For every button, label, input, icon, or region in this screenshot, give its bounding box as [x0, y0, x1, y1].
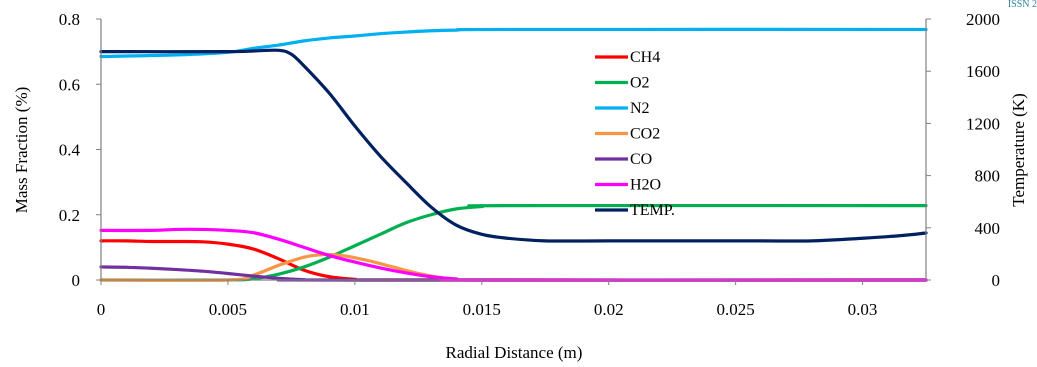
y2-tick-label: 2000: [966, 10, 1000, 29]
x-tick-label: 0.03: [848, 300, 878, 319]
y2-axis-ticks: 0 400 800 1200 1600 2000: [926, 10, 1000, 290]
y2-tick-label: 1200: [966, 114, 1000, 133]
legend-item-co: CO: [595, 151, 652, 168]
legend-item-temp: TEMP.: [595, 202, 675, 219]
x-axis-ticks: 0 0.005 0.01 0.015 0.02 0.025 0.03: [97, 280, 878, 319]
legend-label: CO: [630, 151, 652, 168]
x-tick-label: 0.02: [594, 300, 624, 319]
y2-tick-label: 1600: [966, 62, 1000, 81]
legend-label: N2: [630, 100, 650, 117]
x-tick-label: 0.005: [209, 300, 247, 319]
y2-tick-label: 0: [992, 271, 1001, 290]
y-tick-label: 0.4: [59, 141, 81, 160]
x-tick-label: 0.025: [716, 300, 754, 319]
series-line-o2: [99, 203, 928, 282]
y-axis-title: Mass Fraction (%): [12, 87, 31, 214]
legend-label: O2: [630, 75, 650, 92]
series-line-temp: [99, 48, 928, 243]
legend-label: CH4: [630, 49, 660, 66]
legend-item-ch4: CH4: [595, 49, 660, 66]
series-line-co: [99, 265, 928, 282]
x-tick-label: 0: [97, 300, 106, 319]
series-line-co2: [99, 252, 928, 282]
series-layer: [99, 27, 928, 282]
y-tick-label: 0.6: [59, 75, 80, 94]
y-tick-label: 0.2: [59, 206, 80, 225]
legend-item-o2: O2: [595, 75, 650, 92]
y2-axis-title: Temperature (K): [1009, 93, 1028, 207]
legend: CH4 O2 N2 CO2 CO H2O TEMP.: [595, 49, 675, 219]
y2-tick-label: 400: [975, 219, 1001, 238]
legend-label: H2O: [630, 177, 661, 194]
y2-tick-label: 800: [975, 167, 1001, 186]
corner-label: ISSN 2: [1008, 0, 1037, 10]
x-tick-label: 0.01: [340, 300, 370, 319]
legend-item-h2o: H2O: [595, 177, 661, 194]
y-tick-label: 0: [72, 271, 81, 290]
y-axis-ticks: 0 0.2 0.4 0.6 0.8: [59, 10, 101, 290]
legend-item-n2: N2: [595, 100, 650, 117]
legend-item-co2: CO2: [595, 126, 660, 143]
legend-label: TEMP.: [630, 202, 675, 219]
legend-label: CO2: [630, 126, 660, 143]
x-tick-label: 0.015: [463, 300, 501, 319]
x-axis-title: Radial Distance (m): [446, 343, 583, 362]
y-tick-label: 0.8: [59, 10, 80, 29]
